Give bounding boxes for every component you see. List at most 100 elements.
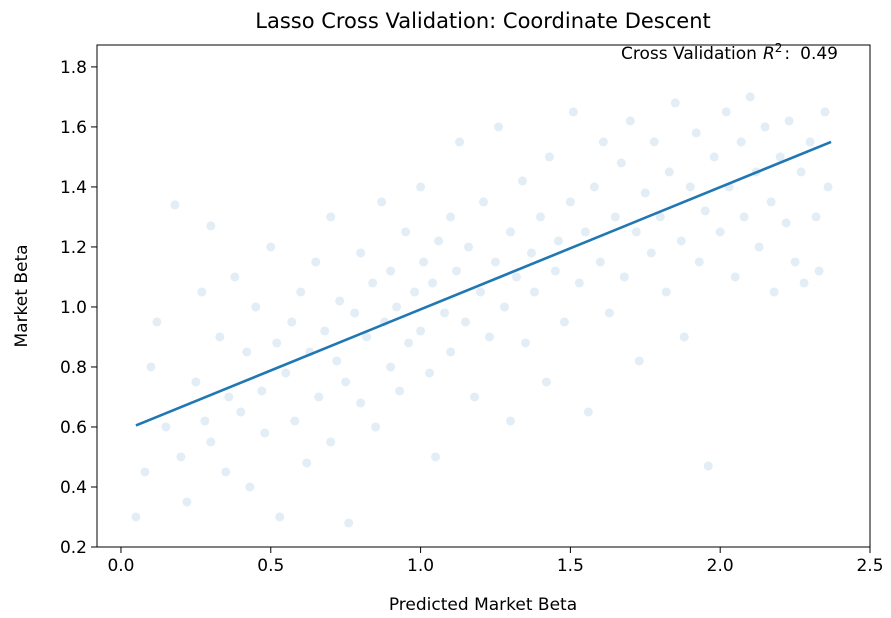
scatter-point <box>745 92 755 102</box>
y-tick-label: 0.6 <box>60 418 87 438</box>
scatter-point <box>520 338 530 348</box>
scatter-point <box>634 356 644 366</box>
scatter-point <box>505 227 515 237</box>
scatter-point <box>574 278 584 288</box>
scatter-point <box>694 257 704 267</box>
scatter-point <box>230 272 240 282</box>
scatter-point <box>221 467 231 477</box>
scatter-point <box>730 272 740 282</box>
scatter-point <box>272 338 282 348</box>
scatter-point <box>553 236 563 246</box>
scatter-point <box>784 116 794 126</box>
scatter-point <box>452 266 462 276</box>
scatter-point <box>182 497 192 507</box>
y-axis-label: Market Beta <box>12 244 32 347</box>
scatter-point <box>368 278 378 288</box>
scatter-point <box>700 206 710 216</box>
scatter-point <box>529 287 539 297</box>
scatter-point <box>176 452 186 462</box>
scatter-point <box>296 287 306 297</box>
scatter-point <box>631 227 641 237</box>
scatter-point <box>266 242 276 252</box>
scatter-point <box>526 248 536 258</box>
scatter-point <box>257 386 267 396</box>
scatter-point <box>341 377 351 387</box>
y-tick-label: 0.8 <box>60 358 87 378</box>
annotation-symbol: R <box>763 44 775 64</box>
scatter-point <box>140 467 150 477</box>
scatter-point <box>796 167 806 177</box>
scatter-point <box>685 182 695 192</box>
scatter-point <box>332 356 342 366</box>
scatter-point <box>131 512 141 522</box>
scatter-point <box>470 392 480 402</box>
scatter-point <box>598 137 608 147</box>
scatter-point <box>661 287 671 297</box>
scatter-point <box>206 221 216 231</box>
scatter-point <box>152 317 162 327</box>
scatter-point <box>386 362 396 372</box>
scatter-point <box>715 227 725 237</box>
scatter-point <box>236 407 246 417</box>
scatter-point <box>511 272 521 282</box>
scatter-point <box>595 257 605 267</box>
scatter-point <box>811 212 821 222</box>
scatter-point <box>416 326 426 336</box>
scatter-point <box>616 158 626 168</box>
scatter-point <box>505 416 515 426</box>
scatter-point <box>419 257 429 267</box>
scatter-point <box>416 182 426 192</box>
scatter-point <box>541 377 551 387</box>
scatter-point <box>290 416 300 426</box>
scatter-point <box>260 428 270 438</box>
scatter-point <box>544 152 554 162</box>
scatter-point <box>302 458 312 468</box>
scatter-point <box>535 212 545 222</box>
scatter-point <box>440 308 450 318</box>
scatter-point <box>242 347 252 357</box>
annotation-exponent: 2 <box>775 41 783 55</box>
scatter-point <box>790 257 800 267</box>
scatter-point <box>410 287 420 297</box>
y-tick-label: 1.0 <box>60 298 87 318</box>
scatter-point <box>625 116 635 126</box>
x-tick-label: 1.5 <box>557 556 584 576</box>
y-tick-label: 1.8 <box>60 58 87 78</box>
scatter-point <box>583 407 593 417</box>
scatter-point <box>781 218 791 228</box>
scatter-point <box>490 257 500 267</box>
scatter-point <box>377 197 387 207</box>
scatter-point <box>766 197 776 207</box>
scatter-point <box>568 107 578 117</box>
scatter-point <box>464 242 474 252</box>
scatter-point <box>709 152 719 162</box>
y-tick-label: 0.2 <box>60 538 87 558</box>
scatter-point <box>691 128 701 138</box>
scatter-point <box>736 137 746 147</box>
scatter-point <box>404 338 414 348</box>
scatter-point <box>287 317 297 327</box>
scatter-point <box>775 152 785 162</box>
scatter-point <box>275 512 285 522</box>
scatter-point <box>224 392 234 402</box>
x-tick-label: 2.5 <box>856 556 883 576</box>
scatter-point <box>479 197 488 207</box>
scatter-point <box>823 182 833 192</box>
scatter-point <box>446 212 456 222</box>
scatter-point <box>371 422 381 432</box>
scatter-point <box>805 137 815 147</box>
scatter-point <box>161 422 171 432</box>
scatter-point <box>245 482 255 492</box>
scatter-point <box>215 332 225 342</box>
scatter-point <box>484 332 494 342</box>
scatter-point <box>311 257 321 267</box>
scatter-point <box>281 368 291 378</box>
scatter-point <box>550 266 560 276</box>
scatter-point <box>356 398 366 408</box>
scatter-point <box>604 308 614 318</box>
y-tick-label: 1.2 <box>60 238 87 258</box>
scatter-point <box>251 302 261 312</box>
x-axis-label: Predicted Market Beta <box>389 595 577 615</box>
scatter-point <box>640 188 650 198</box>
